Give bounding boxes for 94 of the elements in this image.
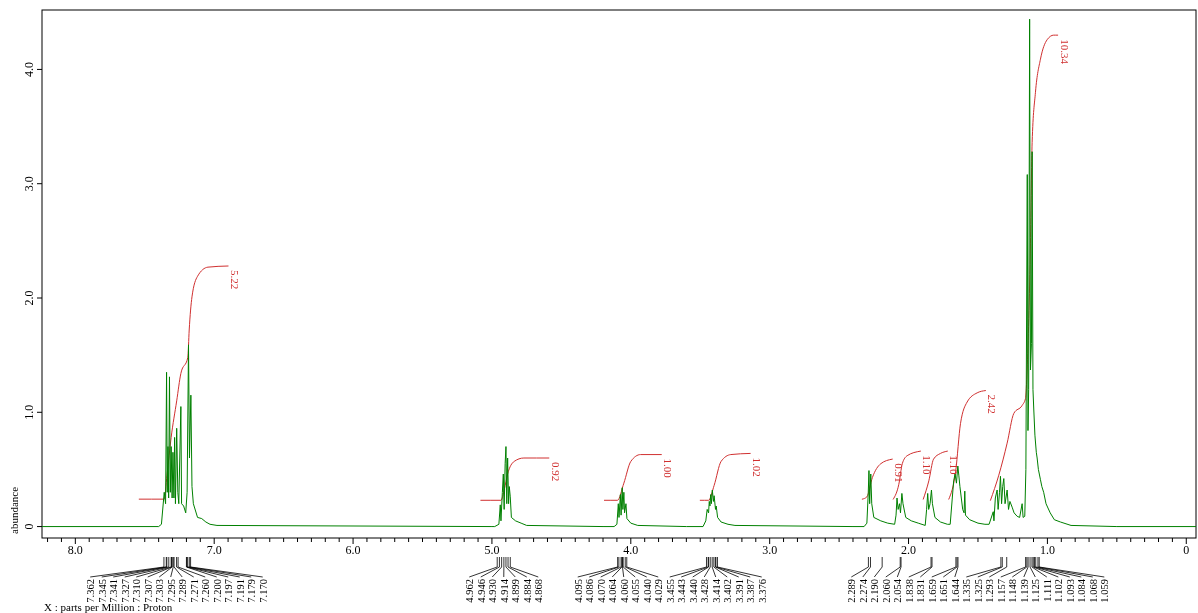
annotation: 4.095 [572, 579, 584, 603]
annotation: 7.345 [96, 579, 108, 603]
annotation: 4.055 [630, 579, 642, 603]
annotation: 3.376 [756, 579, 768, 603]
y-tick-label: 4.0 [22, 61, 36, 77]
annotation: 7.289 [177, 579, 189, 603]
annotation: 7.303 [154, 579, 166, 603]
annotation: 5.22 [229, 270, 242, 290]
annotation: 7.170 [257, 579, 269, 603]
y-tick-label: 0 [22, 523, 36, 530]
annotation: 7.362 [85, 579, 97, 603]
annotation: 3.455 [664, 579, 676, 603]
x-axis-title: X : parts per Million : Proton [44, 601, 173, 613]
annotation: 3.414 [710, 578, 722, 603]
annotation: 7.341 [108, 579, 120, 603]
annotation: 1.139 [1018, 579, 1030, 603]
annotation: 3.387 [745, 579, 757, 603]
annotation: 4.899 [510, 579, 522, 603]
annotation: 1.838 [903, 579, 915, 603]
annotation: 4.060 [618, 579, 630, 603]
annotation: 4.930 [487, 579, 499, 603]
annotation: 7.179 [246, 579, 258, 603]
annotation: 1.659 [926, 579, 938, 603]
y-tick-label: 1.0 [22, 404, 36, 420]
annotation: 4.086 [584, 579, 596, 603]
annotation: 4.884 [521, 578, 533, 603]
annotation: 7.197 [223, 579, 235, 603]
annotation: 4.868 [533, 579, 545, 603]
x-tick-label: 4.0 [623, 543, 639, 557]
y-tick-label: 2.0 [22, 290, 36, 306]
line-series [699, 452, 751, 501]
y-tick-label: 3.0 [22, 176, 36, 192]
annotation: 1.084 [1076, 578, 1088, 603]
annotation: 0.92 [549, 462, 562, 482]
annotation: 1.10 [921, 455, 934, 475]
annotation: 4.040 [641, 579, 653, 603]
annotation: 2.190 [869, 579, 881, 603]
annotation: 1.335 [961, 579, 973, 603]
annotation: 4.962 [464, 579, 476, 603]
annotation: 7.191 [234, 579, 246, 603]
annotation: 3.440 [687, 579, 699, 603]
line-series [922, 450, 948, 500]
annotation: 1.059 [1099, 579, 1111, 603]
annotation: 3.443 [676, 579, 688, 603]
annotation: 1.651 [938, 579, 950, 603]
y-axis-title: abundance [8, 486, 20, 534]
line-series [892, 450, 921, 500]
annotation: 1.068 [1087, 579, 1099, 603]
annotation: 7.307 [142, 579, 154, 603]
annotation: 7.271 [188, 579, 200, 603]
annotation: 3.402 [722, 579, 734, 603]
annotation: 1.325 [972, 579, 984, 603]
annotation: 1.02 [751, 457, 764, 477]
annotation: 4.914 [498, 578, 510, 603]
x-tick-label: 8.0 [67, 543, 83, 557]
x-tick-label: 1.0 [1039, 543, 1055, 557]
line-series [42, 18, 1196, 528]
x-tick-label: 0 [1183, 543, 1190, 557]
annotation: 0.91 [893, 463, 906, 483]
annotation: 3.428 [699, 579, 711, 603]
annotation: 4.029 [653, 579, 665, 603]
annotation: 2.274 [857, 578, 869, 603]
annotation: 4.070 [595, 579, 607, 603]
line-series [948, 390, 986, 500]
annotation: 1.10 [948, 455, 961, 475]
annotation: 2.289 [846, 579, 858, 603]
annotation: 1.157 [995, 579, 1007, 603]
annotation: 1.00 [662, 458, 675, 479]
annotation: 1.093 [1064, 579, 1076, 603]
x-tick-label: 5.0 [484, 543, 500, 557]
annotation: 7.260 [200, 579, 212, 603]
x-tick-label: 7.0 [206, 543, 222, 557]
annotation: 7.310 [131, 579, 143, 603]
annotation: 7.327 [119, 579, 131, 603]
annotation: 1.102 [1053, 579, 1065, 603]
annotation: 1.148 [1007, 579, 1019, 603]
annotation: 4.064 [607, 578, 619, 603]
annotation: 1.111 [1041, 579, 1053, 602]
annotation: 1.644 [949, 578, 961, 603]
x-tick-label: 3.0 [762, 543, 778, 557]
annotation: 7.200 [211, 579, 223, 603]
annotation: 2.054 [892, 578, 904, 603]
annotation: 1.831 [915, 579, 927, 603]
annotation: 10.34 [1058, 39, 1071, 65]
annotation: 4.946 [475, 579, 487, 603]
annotation: 7.295 [165, 579, 177, 603]
annotation: 2.060 [880, 579, 892, 603]
annotation: 1.125 [1030, 579, 1042, 603]
annotation: 3.391 [733, 579, 745, 603]
annotation: 1.293 [984, 579, 996, 603]
x-tick-label: 2.0 [901, 543, 917, 557]
x-tick-label: 6.0 [345, 543, 361, 557]
annotation: 2.42 [986, 394, 999, 414]
line-series [603, 454, 662, 501]
